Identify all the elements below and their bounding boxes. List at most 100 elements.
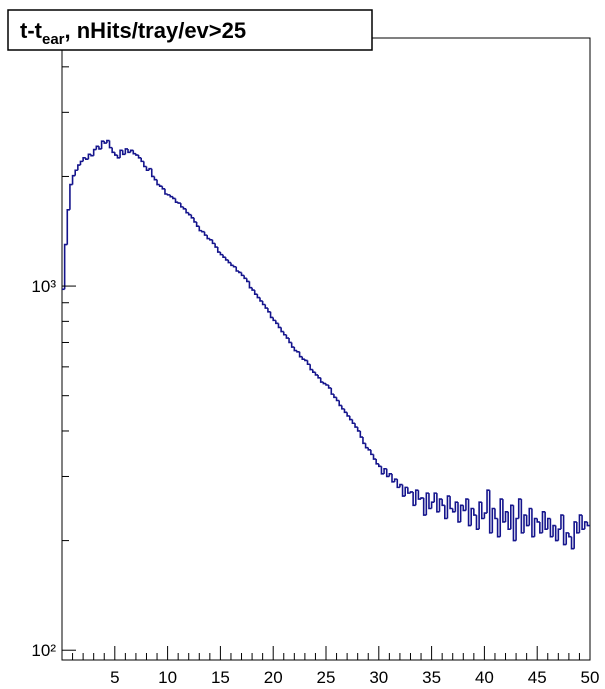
histogram-bin [272, 317, 276, 322]
plot-frame [61, 37, 591, 661]
histogram-bin [325, 383, 329, 386]
histogram-bin [277, 323, 282, 329]
histogram-bin [253, 290, 258, 295]
histogram-bin [119, 149, 123, 158]
histogram-bin [296, 350, 300, 353]
x-tick-label: 15 [211, 668, 230, 687]
histogram-bin [282, 331, 287, 336]
histogram-bin [222, 254, 226, 259]
histogram-bin [491, 507, 495, 533]
histogram-bin [433, 492, 437, 503]
histogram-bin [150, 168, 155, 178]
histogram-bin [209, 238, 213, 241]
histogram-bin [531, 508, 535, 538]
histogram-bin [71, 174, 76, 185]
histogram-bin [164, 188, 168, 195]
histogram-bin [470, 507, 474, 526]
histogram-bin [240, 272, 245, 277]
histogram-bin [401, 484, 406, 497]
histogram-bin [428, 493, 432, 510]
histogram-bin [557, 528, 561, 541]
histogram-bin [549, 518, 554, 538]
histogram-bin [578, 514, 583, 533]
histogram-bin [322, 382, 326, 385]
histogram-bin [348, 415, 353, 421]
histogram-bin [285, 334, 290, 339]
histogram-bin [63, 243, 68, 290]
histogram-bin [457, 502, 461, 523]
histogram-bin [364, 443, 369, 449]
title-part: t-t [20, 18, 43, 43]
histogram-bin [338, 400, 342, 407]
title-box [7, 9, 373, 51]
histogram-bin [211, 239, 216, 245]
histogram-bin [132, 150, 136, 155]
histogram-bin [586, 521, 590, 527]
histogram-bin [541, 510, 546, 533]
histogram-bin [560, 514, 564, 530]
x-tick-label: 5 [110, 668, 119, 687]
histogram-bin [528, 507, 532, 526]
histogram-bin [111, 147, 115, 154]
histogram-bin [306, 360, 311, 366]
histogram-bin [172, 196, 176, 200]
histogram-bin [507, 511, 511, 530]
histogram-bin [383, 467, 387, 474]
histogram-bin [391, 473, 395, 483]
histogram-bin [319, 377, 324, 383]
histogram-bin [153, 176, 158, 181]
histogram-bin [385, 468, 390, 478]
histogram-bin [486, 489, 490, 514]
histogram-bin [248, 281, 253, 289]
histogram-bin [462, 505, 466, 512]
histogram-bin [449, 496, 453, 510]
histogram-bin [346, 412, 350, 417]
histogram-bin [290, 342, 295, 348]
histogram-bin [367, 447, 371, 451]
histogram-bin [312, 369, 316, 374]
histogram-bin [454, 501, 458, 512]
histogram-bin [570, 536, 575, 550]
histogram-bin [436, 493, 440, 513]
histogram-bin [90, 154, 94, 157]
histogram-bin [510, 504, 514, 530]
histogram-bin [554, 525, 559, 542]
histogram-bin [568, 532, 572, 538]
histogram-bin [412, 491, 416, 507]
histogram-bin [583, 521, 588, 530]
histogram-bin [512, 505, 517, 542]
histogram-bin [267, 308, 271, 313]
histogram-bin [116, 155, 121, 159]
histogram-bin [238, 270, 242, 274]
x-tick-label: 35 [422, 668, 441, 687]
histogram-bin [552, 524, 556, 537]
histogram-bin [293, 347, 297, 352]
histogram-bin [414, 489, 419, 506]
histogram-bin [129, 149, 134, 153]
histogram-bin [227, 259, 231, 264]
histogram-bin [69, 183, 73, 210]
histogram-bin [478, 501, 482, 530]
x-tick-label: 10 [158, 668, 177, 687]
histogram-bin [251, 287, 255, 291]
histogram-bin [438, 498, 443, 512]
histogram-bin [573, 521, 577, 549]
histogram-bin [441, 499, 445, 507]
histogram-bin [517, 498, 522, 519]
histogram-bin [127, 148, 131, 154]
histogram-bin [235, 266, 239, 272]
histogram-bin [359, 430, 363, 438]
histogram-bin [536, 518, 540, 523]
histogram-bin [182, 206, 187, 210]
histogram-bin [161, 186, 165, 190]
histogram-bin [201, 230, 205, 233]
histogram-bin [407, 487, 411, 494]
histogram-bin [330, 387, 334, 395]
histogram-bin [525, 515, 530, 527]
histogram-bin [356, 427, 361, 432]
histogram-bin [166, 193, 171, 196]
histogram-bin [92, 148, 97, 156]
y-tick-label: 10² [31, 641, 56, 660]
histogram-bin [544, 511, 548, 530]
